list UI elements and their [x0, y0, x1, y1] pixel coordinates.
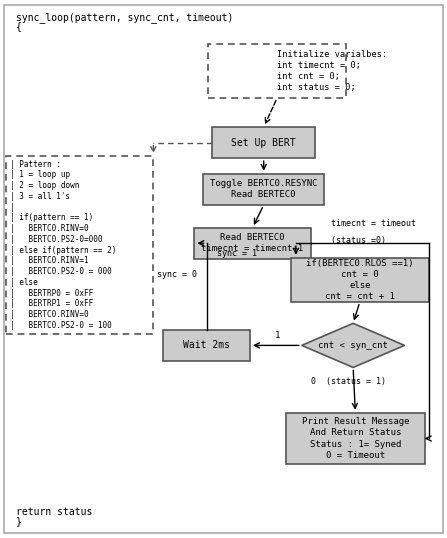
Text: sync_loop(pattern, sync_cnt, timeout): sync_loop(pattern, sync_cnt, timeout)	[16, 12, 233, 23]
Text: Read BERTEC0
timecnt = timecnt+1: Read BERTEC0 timecnt = timecnt+1	[202, 233, 304, 253]
Text: (status =0): (status =0)	[331, 236, 386, 245]
Text: timecnt = timeout: timecnt = timeout	[331, 218, 416, 228]
Polygon shape	[302, 323, 405, 367]
Text: Initialize varialbes:
int timecnt = 0;
int cnt = 0;
int status = 0;: Initialize varialbes: int timecnt = 0; i…	[277, 50, 388, 92]
Text: sync = 1: sync = 1	[217, 249, 257, 258]
Text: 0  (status = 1): 0 (status = 1)	[311, 377, 386, 386]
Text: return status: return status	[16, 507, 92, 517]
Text: Set Up BERT: Set Up BERT	[232, 138, 296, 147]
Text: Toggle BERTC0.RESYNC
Read BERTEC0: Toggle BERTC0.RESYNC Read BERTEC0	[210, 179, 317, 200]
Text: Wait 2ms: Wait 2ms	[183, 341, 230, 350]
Text: {: {	[16, 22, 21, 32]
Bar	[212, 127, 315, 158]
Text: 1: 1	[275, 331, 281, 340]
Text: sync = 0: sync = 0	[156, 270, 197, 279]
Bar	[286, 413, 425, 464]
Bar	[194, 228, 311, 259]
Text: Print Result Message
And Return Status
Status : 1= Syned
0 = Timeout: Print Result Message And Return Status S…	[302, 417, 409, 459]
Bar	[203, 174, 324, 205]
Bar	[291, 258, 429, 302]
Bar	[208, 44, 346, 98]
Text: cnt < syn_cnt: cnt < syn_cnt	[318, 341, 388, 350]
Text: if(BERTEC0.RLOS ==1)
cnt = 0
else
cnt = cnt + 1: if(BERTEC0.RLOS ==1) cnt = 0 else cnt = …	[306, 259, 413, 301]
Bar	[6, 156, 153, 334]
Text: | Pattern :
| 1 = loop up
| 2 = loop down
| 3 = all 1's
|
| if(pattern == 1)
|  : | Pattern : | 1 = loop up | 2 = loop dow…	[10, 160, 117, 330]
Bar	[163, 330, 250, 361]
Text: }: }	[16, 516, 21, 527]
